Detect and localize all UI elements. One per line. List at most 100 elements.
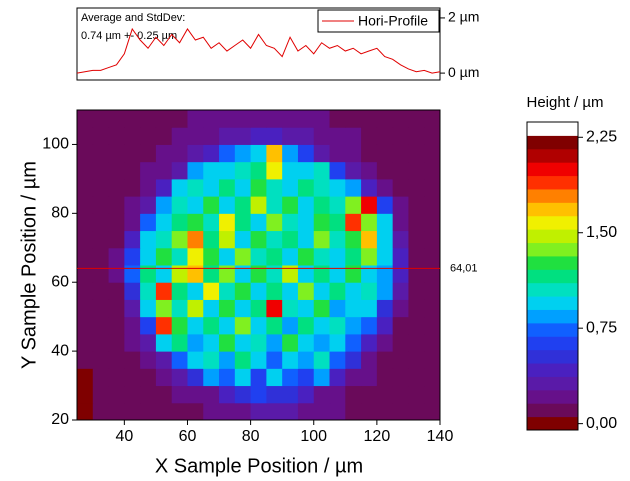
heat-cell — [203, 144, 220, 163]
heat-cell — [77, 144, 94, 163]
x-axis-title: X Sample Position / µm — [155, 455, 363, 477]
heat-cell — [361, 110, 378, 128]
heat-cell — [297, 351, 315, 369]
heat-cell — [329, 247, 346, 266]
heat-cell — [345, 230, 362, 249]
heat-cell — [77, 368, 94, 387]
heat-cell — [92, 178, 110, 197]
heat-cell — [361, 196, 378, 214]
heat-cell — [108, 299, 125, 318]
heat-cell — [124, 316, 141, 335]
heat-cell — [361, 144, 378, 163]
heat-cell — [424, 385, 441, 404]
heat-cell — [219, 110, 236, 128]
heat-cell — [266, 368, 283, 387]
heat-cell — [108, 247, 125, 266]
colorbar-tick-label: 2,25 — [586, 128, 617, 145]
heat-cell — [250, 230, 267, 249]
heat-cell — [392, 110, 409, 128]
heat-cell — [329, 402, 346, 421]
annotation: Average and StdDev: — [81, 12, 185, 24]
heat-cell — [234, 144, 252, 163]
heat-cell — [92, 385, 110, 404]
heat-cell — [203, 282, 220, 300]
heat-cell — [77, 402, 94, 421]
heat-cell — [392, 247, 409, 266]
heat-cell — [424, 282, 441, 300]
heat-cell — [329, 265, 346, 283]
heat-cell — [108, 161, 125, 180]
heat-cell — [313, 299, 331, 318]
heat-cell — [408, 299, 425, 318]
heat-cell — [376, 127, 394, 145]
heat-cell — [171, 282, 188, 300]
heat-cell — [234, 385, 252, 404]
x-tick-label: 80 — [242, 428, 260, 445]
heat-cell — [92, 230, 110, 249]
heat-cell — [297, 265, 315, 283]
heat-cell — [424, 110, 441, 128]
heat-cell — [219, 230, 236, 249]
heat-cell — [345, 282, 362, 300]
heat-cell — [234, 265, 252, 283]
heat-cell — [424, 402, 441, 421]
colorbar-band — [527, 322, 578, 337]
heat-cell — [234, 316, 252, 335]
heat-cell — [408, 230, 425, 249]
heat-cell — [408, 161, 425, 180]
heat-cell — [187, 316, 204, 335]
heat-cell — [92, 144, 110, 163]
heat-cell — [203, 299, 220, 318]
heat-cell — [124, 402, 141, 421]
heat-cell — [408, 144, 425, 163]
heat-cell — [187, 385, 204, 404]
heat-cell — [92, 316, 110, 335]
heat-cell — [108, 178, 125, 197]
heat-cell — [282, 196, 299, 214]
heat-cell — [297, 299, 315, 318]
heat-cell — [297, 402, 315, 421]
heat-cell — [345, 299, 362, 318]
heat-cell — [329, 127, 346, 145]
heat-cell — [297, 368, 315, 387]
heat-cell — [424, 351, 441, 369]
heat-cell — [266, 316, 283, 335]
heat-cell — [234, 127, 252, 145]
heat-cell — [345, 144, 362, 163]
heat-cell — [266, 282, 283, 300]
heat-cell — [250, 368, 267, 387]
y-axis-title: Y Sample Position / µm — [18, 161, 40, 369]
heat-cell — [313, 265, 331, 283]
heat-cell — [361, 299, 378, 318]
heat-cell — [77, 110, 94, 128]
heat-cell — [124, 282, 141, 300]
heat-cell — [219, 144, 236, 163]
heat-cell — [108, 351, 125, 369]
heat-cell — [219, 385, 236, 404]
heat-cell — [408, 196, 425, 214]
heat-cell — [345, 385, 362, 404]
heat-cell — [250, 402, 267, 421]
heat-cell — [345, 351, 362, 369]
heat-cell — [361, 351, 378, 369]
heat-cell — [361, 402, 378, 421]
heat-cell — [187, 144, 204, 163]
heat-cell — [424, 265, 441, 283]
heat-cell — [171, 299, 188, 318]
heat-cell — [140, 110, 157, 128]
colorbar-band — [527, 282, 578, 297]
heat-cell — [297, 282, 315, 300]
heat-cell — [345, 247, 362, 266]
heat-cell — [250, 127, 267, 145]
heat-cell — [108, 368, 125, 387]
heat-cell — [376, 316, 394, 335]
heat-cell — [329, 368, 346, 387]
heat-cell — [313, 368, 331, 387]
heat-cell — [266, 127, 283, 145]
heat-cell — [424, 196, 441, 214]
heat-cell — [329, 385, 346, 404]
heat-cell — [92, 282, 110, 300]
heat-cell — [203, 316, 220, 335]
heat-cell — [140, 282, 157, 300]
heat-cell — [297, 161, 315, 180]
